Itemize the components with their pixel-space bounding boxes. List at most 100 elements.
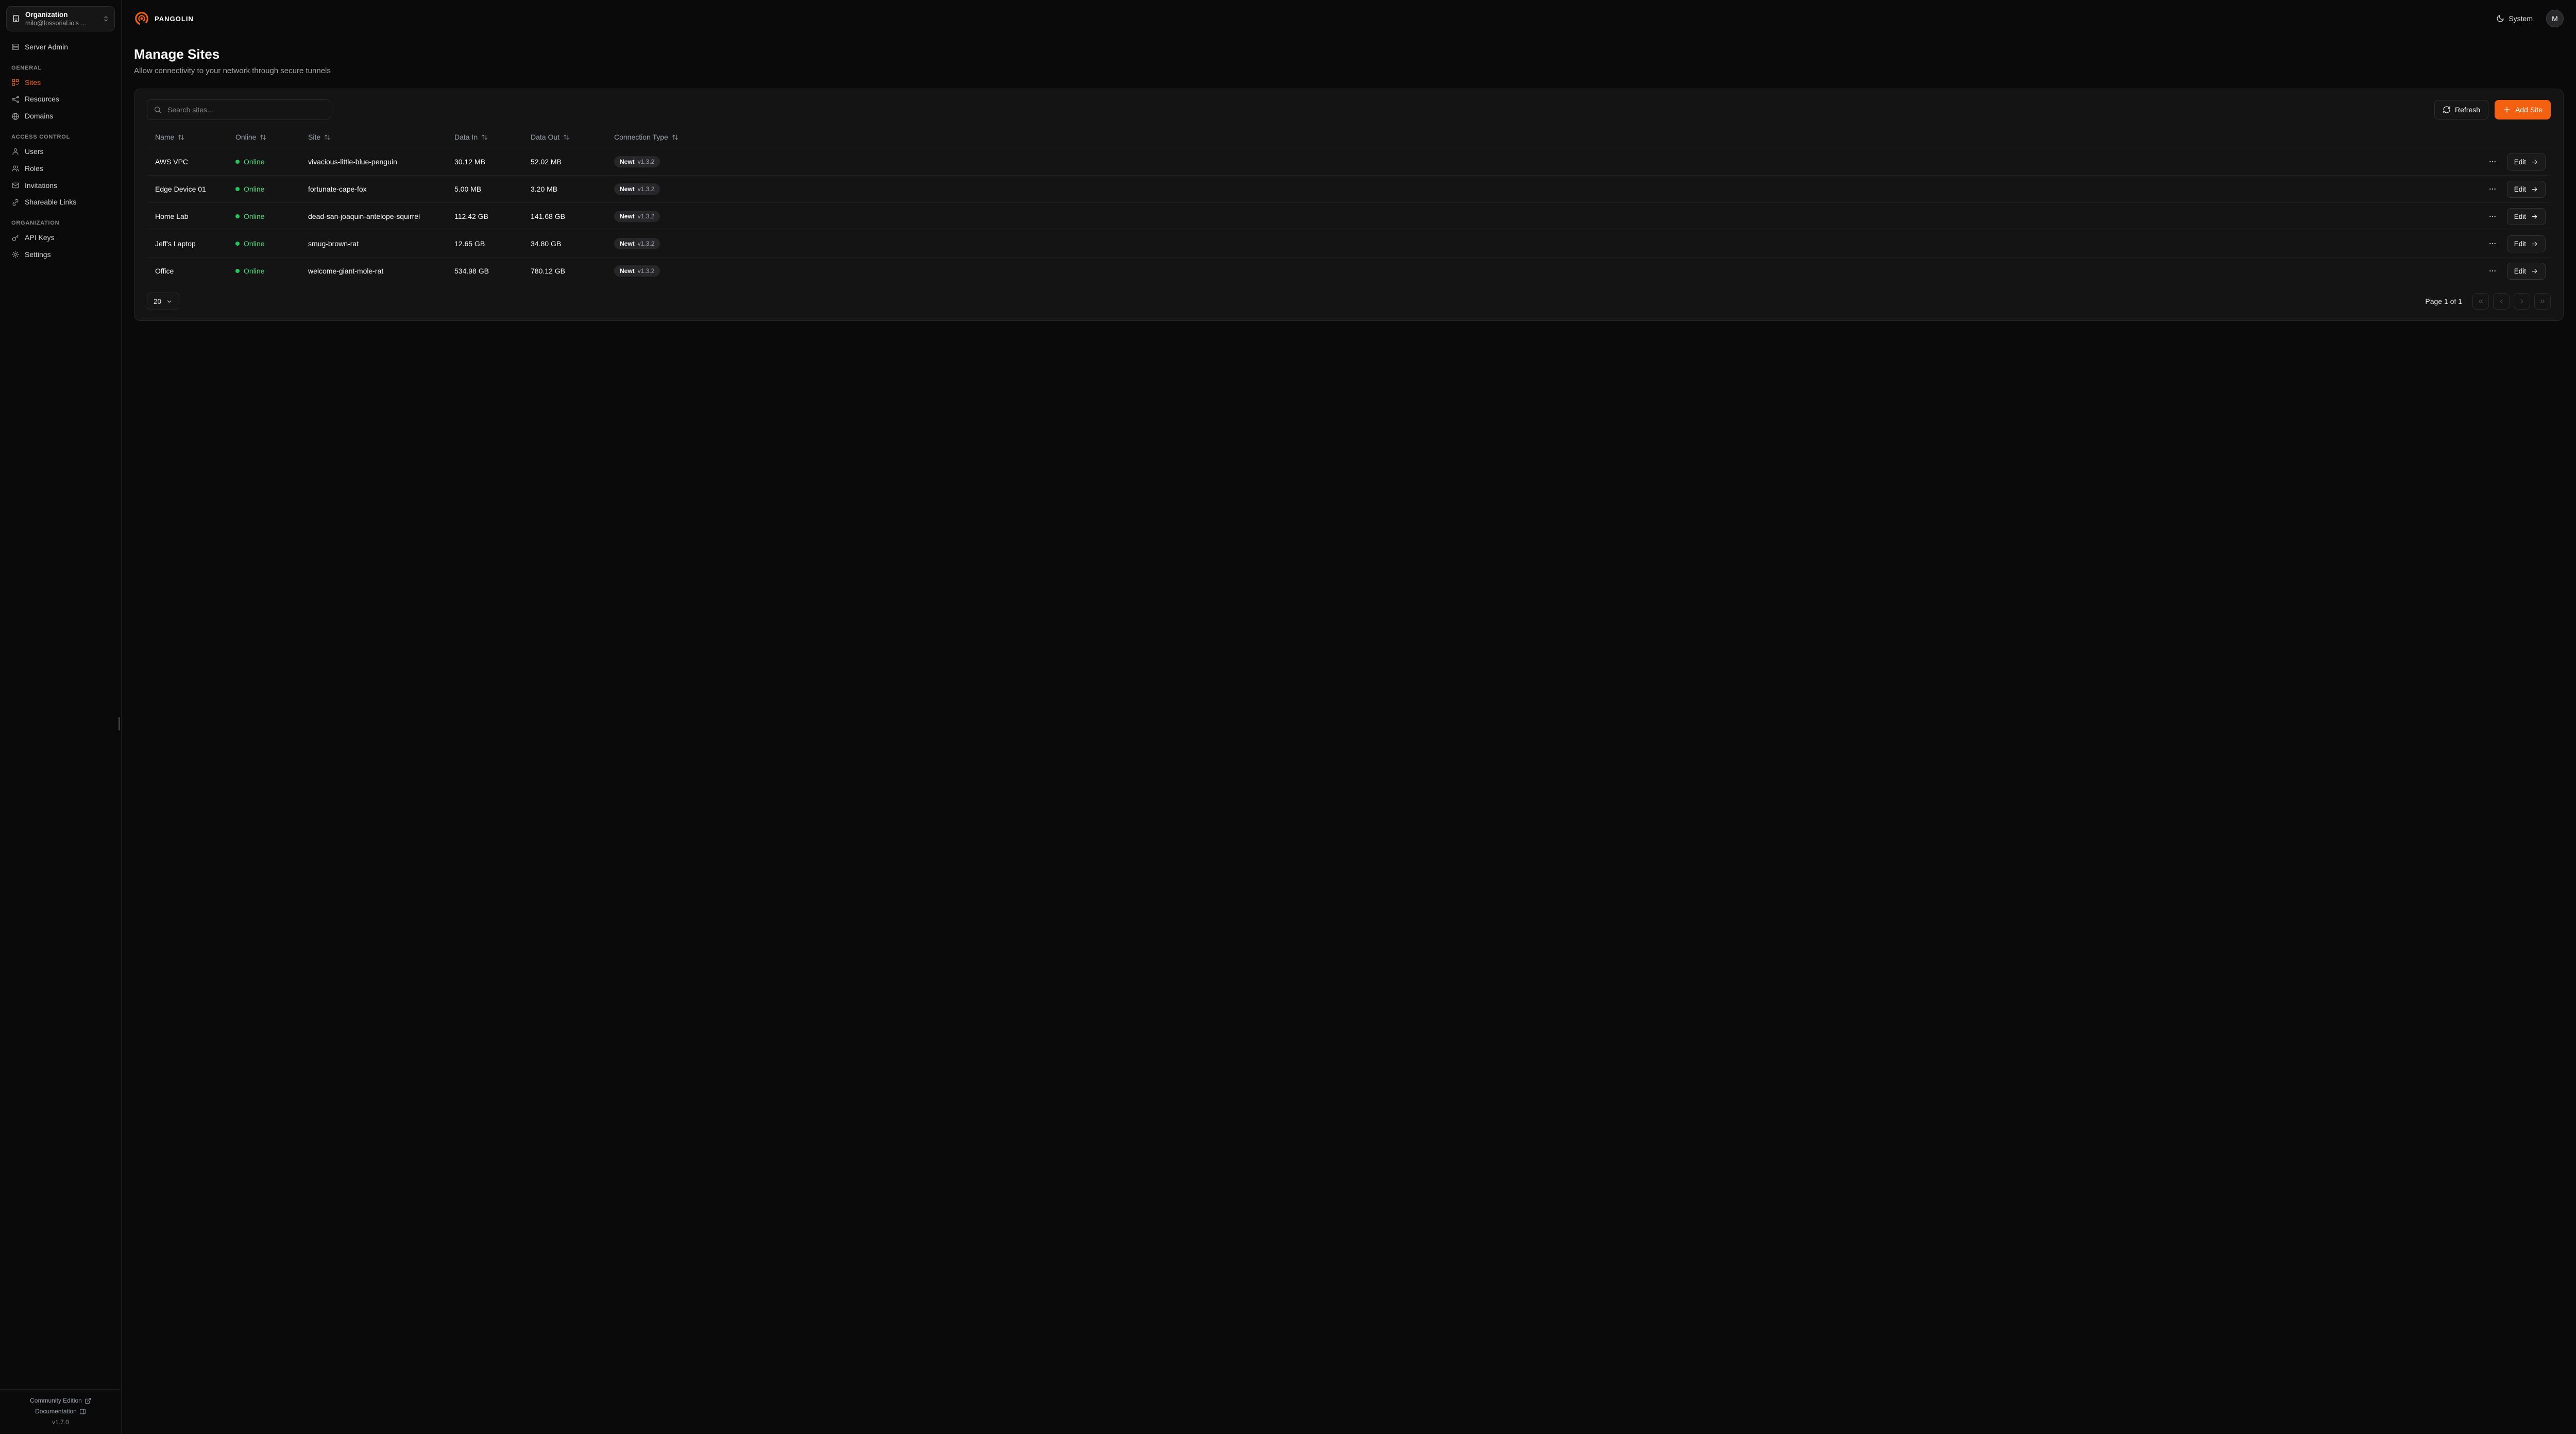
column-header-data-out[interactable]: Data Out [527,131,574,143]
edit-label: Edit [2514,158,2526,166]
data-out-value: 3.20 MB [531,185,558,193]
column-header-online[interactable]: Online [231,131,270,143]
connection-version: v1.3.2 [637,185,655,193]
row-menu-button[interactable] [2486,183,2499,195]
user-icon [11,147,20,156]
site-name: Jeff's Laptop [155,240,196,248]
edit-button[interactable]: Edit [2506,153,2546,170]
theme-label: System [2509,14,2533,23]
sidebar-nav: Server Admin GENERAL Sites Resources [0,38,121,1389]
ellipsis-icon [2488,212,2497,220]
chevrons-left-icon [2477,298,2484,305]
column-header-data-in[interactable]: Data In [450,131,492,143]
moon-icon [2496,14,2504,23]
connection-version: v1.3.2 [637,240,655,247]
online-label: Online [244,212,265,220]
sidebar-item-sites[interactable]: Sites [6,74,115,91]
section-title-general: GENERAL [11,64,42,71]
online-dot [235,269,240,273]
book-open-icon [79,1408,86,1415]
org-switcher[interactable]: Organization milo@fossorial.io's ... [6,6,115,31]
edit-label: Edit [2514,185,2526,193]
column-header-connection-type[interactable]: Connection Type [610,131,683,143]
sidebar-item-roles[interactable]: Roles [6,160,115,177]
edit-button[interactable]: Edit [2506,262,2546,280]
sidebar-item-resources[interactable]: Resources [6,91,115,108]
sidebar-item-label: Domains [25,112,54,121]
last-page-button[interactable] [2534,293,2551,310]
search-input[interactable] [166,105,324,114]
row-actions: Edit [2486,153,2547,170]
ellipsis-icon [2488,185,2497,193]
row-menu-button[interactable] [2486,265,2499,277]
add-site-button[interactable]: Add Site [2495,100,2551,120]
refresh-button[interactable]: Refresh [2434,100,2489,120]
sidebar-item-users[interactable]: Users [6,143,115,160]
theme-toggle[interactable]: System [2493,14,2536,23]
page-label: Page 1 of 1 [2425,297,2462,305]
site-name: Edge Device 01 [155,185,206,193]
chevrons-up-down-icon [103,15,109,22]
org-switcher-texts: Organization milo@fossorial.io's ... [25,11,97,27]
documentation-label: Documentation [35,1408,77,1415]
site-name: Office [155,267,174,275]
edit-button[interactable]: Edit [2506,180,2546,198]
sidebar-item-server-admin[interactable]: Server Admin [6,39,115,56]
sort-icon [260,134,266,141]
org-title: Organization [25,11,68,19]
connection-version: v1.3.2 [637,267,655,275]
data-out-value: 34.80 GB [531,240,562,248]
sidebar-item-label: Resources [25,95,59,104]
documentation-link[interactable]: Documentation [6,1408,115,1415]
row-menu-button[interactable] [2486,210,2499,223]
column-label: Name [155,133,175,141]
online-dot [235,160,240,164]
card-toolbar: Refresh Add Site [147,99,2551,120]
row-actions: Edit [2486,262,2547,280]
plus-icon [2503,106,2511,114]
online-status: Online [231,212,301,220]
connection-name: Newt [620,267,635,275]
data-out-value: 780.12 GB [531,267,565,275]
sidebar-item-api-keys[interactable]: API Keys [6,229,115,246]
sites-card: Refresh Add Site Name Online Site Data I… [134,89,2564,321]
page-size-select[interactable]: 20 [147,293,180,310]
next-page-button[interactable] [2514,293,2530,310]
connection-type-badge: Newt v1.3.2 [614,238,660,249]
sidebar-item-settings[interactable]: Settings [6,246,115,263]
sidebar-item-label: Invitations [25,181,58,190]
row-menu-button[interactable] [2486,156,2499,168]
data-out-value: 52.02 MB [531,158,562,166]
site-slug: vivacious-little-blue-penguin [308,158,397,166]
edit-button[interactable]: Edit [2506,235,2546,252]
edit-button[interactable]: Edit [2506,208,2546,225]
sidebar-resize-handle[interactable] [118,717,120,730]
row-actions: Edit [2486,180,2547,198]
column-label: Online [235,133,257,141]
first-page-button[interactable] [2472,293,2489,310]
connection-type-badge: Newt v1.3.2 [614,211,660,222]
edit-label: Edit [2514,240,2526,248]
table-row: Edge Device 01 Online fortunate-cape-fox… [147,175,2551,202]
column-header-site[interactable]: Site [304,131,335,143]
pager: Page 1 of 1 [2425,293,2551,310]
previous-page-button[interactable] [2493,293,2510,310]
avatar[interactable]: M [2546,10,2564,27]
sort-icon [481,134,488,141]
search-box [147,99,330,120]
brand-name: PANGOLIN [155,14,194,23]
connection-version: v1.3.2 [637,158,655,165]
page-title: Manage Sites [134,46,220,62]
sidebar-item-label: API Keys [25,233,55,242]
row-menu-button[interactable] [2486,237,2499,250]
gear-icon [11,250,20,259]
section-title-access-control: ACCESS CONTROL [11,134,71,141]
edit-label: Edit [2514,267,2526,275]
sidebar-item-domains[interactable]: Domains [6,108,115,125]
sidebar-item-invitations[interactable]: Invitations [6,177,115,194]
sidebar-item-shareable-links[interactable]: Shareable Links [6,194,115,211]
online-status: Online [231,158,301,166]
column-header-name[interactable]: Name [151,131,189,143]
community-edition-link[interactable]: Community Edition [6,1397,115,1404]
connection-name: Newt [620,240,635,247]
